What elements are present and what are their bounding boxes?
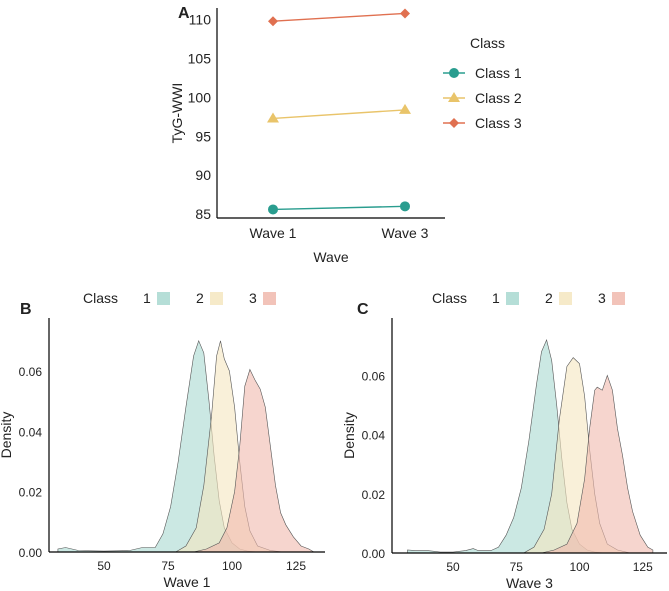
legend-swatch bbox=[559, 292, 572, 305]
x-tick-label: Wave 3 bbox=[382, 225, 429, 241]
data-point bbox=[268, 16, 278, 27]
panel-label: B bbox=[20, 301, 32, 318]
y-tick-label: 95 bbox=[195, 128, 211, 144]
y-tick-label: 0.02 bbox=[362, 488, 386, 502]
legend-title-a: Class bbox=[470, 35, 505, 51]
series-line bbox=[272, 205, 406, 211]
legend-swatch bbox=[263, 292, 276, 305]
x-tick-label: 100 bbox=[569, 560, 589, 574]
x-tick-label: 75 bbox=[161, 559, 175, 573]
density-area-class-3 bbox=[541, 374, 654, 554]
y-tick-label: 0.00 bbox=[19, 546, 43, 560]
y-axis-title: Density bbox=[341, 412, 357, 459]
legend-swatch bbox=[157, 292, 170, 305]
x-tick-label: 125 bbox=[633, 560, 653, 574]
legend-label: 3 bbox=[249, 290, 257, 306]
data-point bbox=[268, 204, 278, 215]
y-axis-title-a: TyG-WWI bbox=[169, 83, 185, 144]
x-tick-label: Wave 1 bbox=[250, 225, 297, 241]
x-tick-label: 100 bbox=[222, 559, 242, 573]
series-line bbox=[272, 109, 406, 120]
legend-label: Class 1 bbox=[475, 65, 522, 81]
legend-label: 1 bbox=[143, 290, 151, 306]
y-tick-label: 105 bbox=[188, 51, 212, 67]
y-tick-label: 0.04 bbox=[362, 429, 386, 443]
legend-label: Class 2 bbox=[475, 90, 522, 106]
x-tick-label: 75 bbox=[510, 560, 524, 574]
data-point bbox=[400, 201, 410, 212]
y-tick-label: 0.06 bbox=[19, 365, 43, 379]
y-axis-title: Density bbox=[0, 412, 14, 459]
y-tick-label: 85 bbox=[195, 206, 211, 222]
legend-label: 2 bbox=[545, 290, 553, 306]
legend-key-marker bbox=[449, 68, 459, 78]
density-area-class-3 bbox=[193, 368, 315, 553]
legend-label: 3 bbox=[598, 290, 606, 306]
legend-swatch bbox=[612, 292, 625, 305]
data-point bbox=[399, 103, 411, 114]
series-line bbox=[272, 12, 406, 22]
legend-swatch bbox=[506, 292, 519, 305]
legend-key-marker bbox=[448, 92, 460, 102]
y-tick-label: 0.02 bbox=[19, 486, 43, 500]
legend-label: 1 bbox=[492, 290, 500, 306]
y-tick-label: 100 bbox=[188, 89, 212, 105]
legend-label: Class 3 bbox=[475, 115, 522, 131]
y-tick-label: 0.06 bbox=[362, 369, 386, 383]
data-point bbox=[267, 112, 279, 123]
y-tick-label: 0.00 bbox=[362, 547, 386, 561]
panel-label-a: A bbox=[178, 5, 190, 22]
data-point bbox=[400, 8, 410, 19]
x-axis-title-a: Wave bbox=[313, 249, 348, 265]
legend-title: Class bbox=[432, 290, 467, 306]
legend-swatch bbox=[210, 292, 223, 305]
y-tick-label: 90 bbox=[195, 167, 211, 183]
legend-title: Class bbox=[83, 290, 118, 306]
x-axis-title: Wave 1 bbox=[164, 574, 211, 590]
panel-label: C bbox=[357, 301, 369, 318]
y-tick-label: 110 bbox=[189, 12, 212, 28]
legend-key-marker bbox=[449, 118, 459, 128]
x-tick-label: 50 bbox=[446, 560, 460, 574]
x-tick-label: 50 bbox=[97, 559, 111, 573]
x-tick-label: 125 bbox=[286, 559, 306, 573]
x-axis-title: Wave 3 bbox=[506, 575, 553, 591]
legend-label: 2 bbox=[196, 290, 204, 306]
y-tick-label: 0.04 bbox=[19, 425, 43, 439]
